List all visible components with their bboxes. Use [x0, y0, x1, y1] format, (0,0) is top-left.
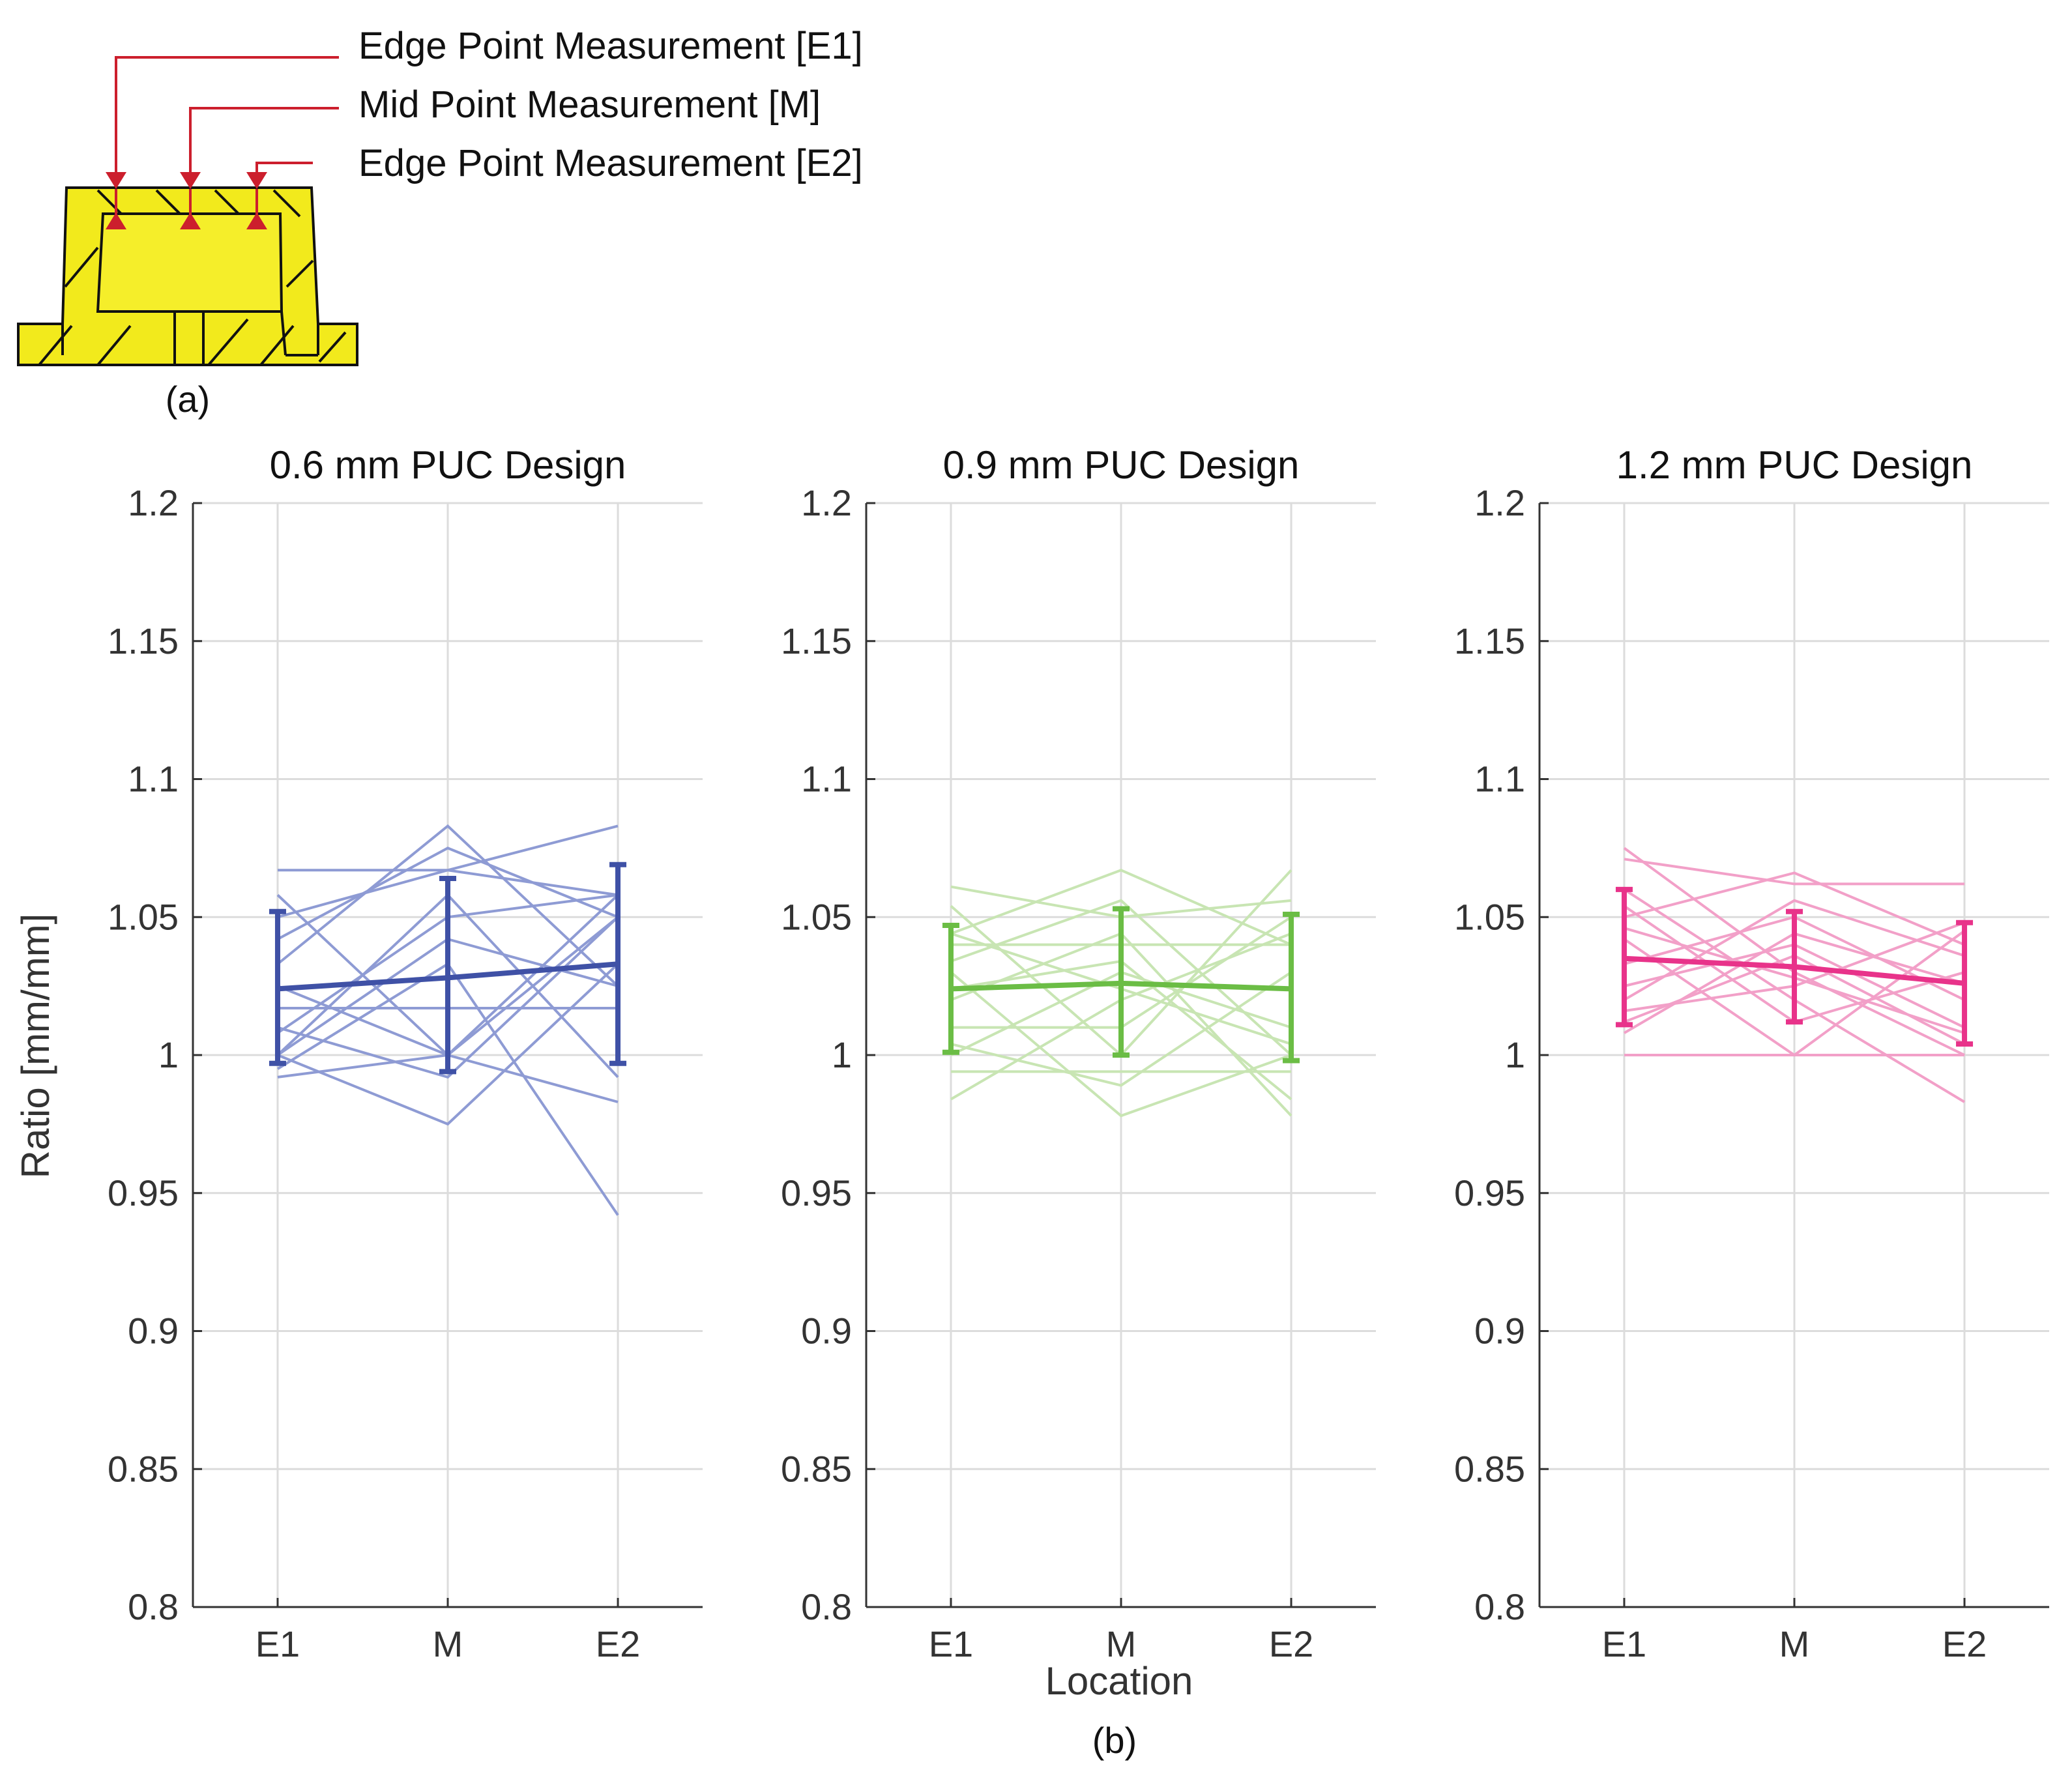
panel-title: 0.9 mm PUC Design [943, 443, 1300, 487]
y-tick-label-6: 1.1 [801, 759, 852, 800]
y-tick-label-3: 0.95 [1454, 1172, 1525, 1213]
y-tick-label-6: 1.1 [128, 759, 179, 800]
sample-line-11 [277, 869, 619, 919]
y-tick-label-5: 1.05 [781, 896, 852, 937]
leader-line-e1 [115, 56, 339, 177]
y-tick-label-2: 0.9 [801, 1311, 852, 1352]
label-e2: Edge Point Measurement [E2] [358, 142, 863, 184]
caption-b: (b) [1092, 1720, 1137, 1761]
x-tick-label-E1: E1 [929, 1623, 974, 1664]
mean-line [277, 961, 619, 992]
marker-m-top [180, 172, 201, 189]
panel-title: 1.2 mm PUC Design [1616, 443, 1973, 487]
sample-line-11 [1623, 899, 1965, 1002]
y-tick-label-6: 1.1 [1474, 759, 1525, 800]
sample-line-11 [950, 971, 1292, 1087]
x-tick-label-E2: E2 [1269, 1623, 1314, 1664]
mean-line [1624, 955, 1965, 986]
part-hatching [38, 189, 347, 365]
y-tick-label-5: 1.05 [1454, 896, 1525, 937]
sample-line-4 [950, 971, 1292, 1118]
chart-panel-1.2mm: 0.8 0.85 0.9 0.95 1 1.05 1.1 1.15 1.2 E1 M E2 1.2 mm… [1454, 443, 2049, 1664]
sample-line-3 [276, 824, 619, 987]
marker-e1-bottom [106, 212, 126, 229]
y-tick-label-1: 0.85 [108, 1448, 179, 1489]
marker-e2-top [246, 172, 267, 189]
y-tick-label-1: 0.85 [781, 1448, 852, 1489]
marker-e1-top [106, 172, 126, 189]
sample-line-1 [1624, 858, 1965, 886]
y-tick-label-2: 0.9 [1474, 1311, 1525, 1352]
y-tick-label-5: 1.05 [108, 896, 179, 937]
chart-panel-0.9mm: 0.8 0.85 0.9 0.95 1 1.05 1.1 1.15 1.2 E1 M E2 0.9 mm… [781, 443, 1376, 1664]
y-tick-label-0: 0.8 [128, 1586, 179, 1627]
marker-m-bottom [180, 212, 201, 229]
y-tick-label-1: 0.85 [1454, 1448, 1525, 1489]
y-tick-label-8: 1.2 [128, 482, 179, 523]
mean-line [950, 980, 1292, 992]
y-tick-label-7: 1.15 [1454, 620, 1525, 661]
x-tick-label-M: M [1106, 1623, 1137, 1664]
y-tick-label-0: 0.8 [801, 1586, 852, 1627]
y-axis-label: Ratio [mm/mm] [14, 914, 57, 1179]
x-axis-label: Location [1045, 1659, 1193, 1703]
chart-panel-0.6mm: 0.8 0.85 0.9 0.95 1 1.05 1.1 1.15 1.2 E1 M E2 0.6 mm… [108, 443, 703, 1664]
y-tick-label-0: 0.8 [1474, 1586, 1525, 1627]
label-e1: Edge Point Measurement [E1] [358, 25, 863, 67]
x-tick-label-M: M [1779, 1623, 1810, 1664]
measurement-diagram: Edge Point Measurement [E1] Mid Point Me… [17, 25, 863, 420]
y-tick-label-8: 1.2 [801, 482, 852, 523]
y-tick-label-4: 1 [158, 1034, 179, 1075]
y-tick-label-7: 1.15 [781, 620, 852, 661]
y-tick-label-3: 0.95 [108, 1172, 179, 1213]
label-m: Mid Point Measurement [M] [358, 83, 821, 126]
sample-line-2 [950, 869, 1292, 946]
panel-title: 0.6 mm PUC Design [270, 443, 626, 487]
x-tick-label-E1: E1 [255, 1623, 300, 1664]
sample-line-2 [277, 847, 619, 940]
sample-line-3 [1624, 871, 1965, 946]
sample-line-10 [950, 899, 1292, 1056]
x-tick-label-E1: E1 [1602, 1623, 1647, 1664]
y-tick-label-7: 1.15 [108, 620, 179, 661]
marker-e2-bottom [246, 212, 267, 229]
caption-a: (a) [166, 379, 210, 420]
x-tick-label-E2: E2 [1942, 1623, 1987, 1664]
y-tick-label-3: 0.95 [781, 1172, 852, 1213]
y-tick-label-8: 1.2 [1474, 482, 1525, 523]
x-tick-label-M: M [433, 1623, 463, 1664]
y-tick-label-4: 1 [1505, 1034, 1525, 1075]
leader-line-m [189, 107, 339, 177]
y-tick-label-4: 1 [832, 1034, 852, 1075]
y-tick-label-2: 0.9 [128, 1311, 179, 1352]
x-tick-label-E2: E2 [596, 1623, 641, 1664]
